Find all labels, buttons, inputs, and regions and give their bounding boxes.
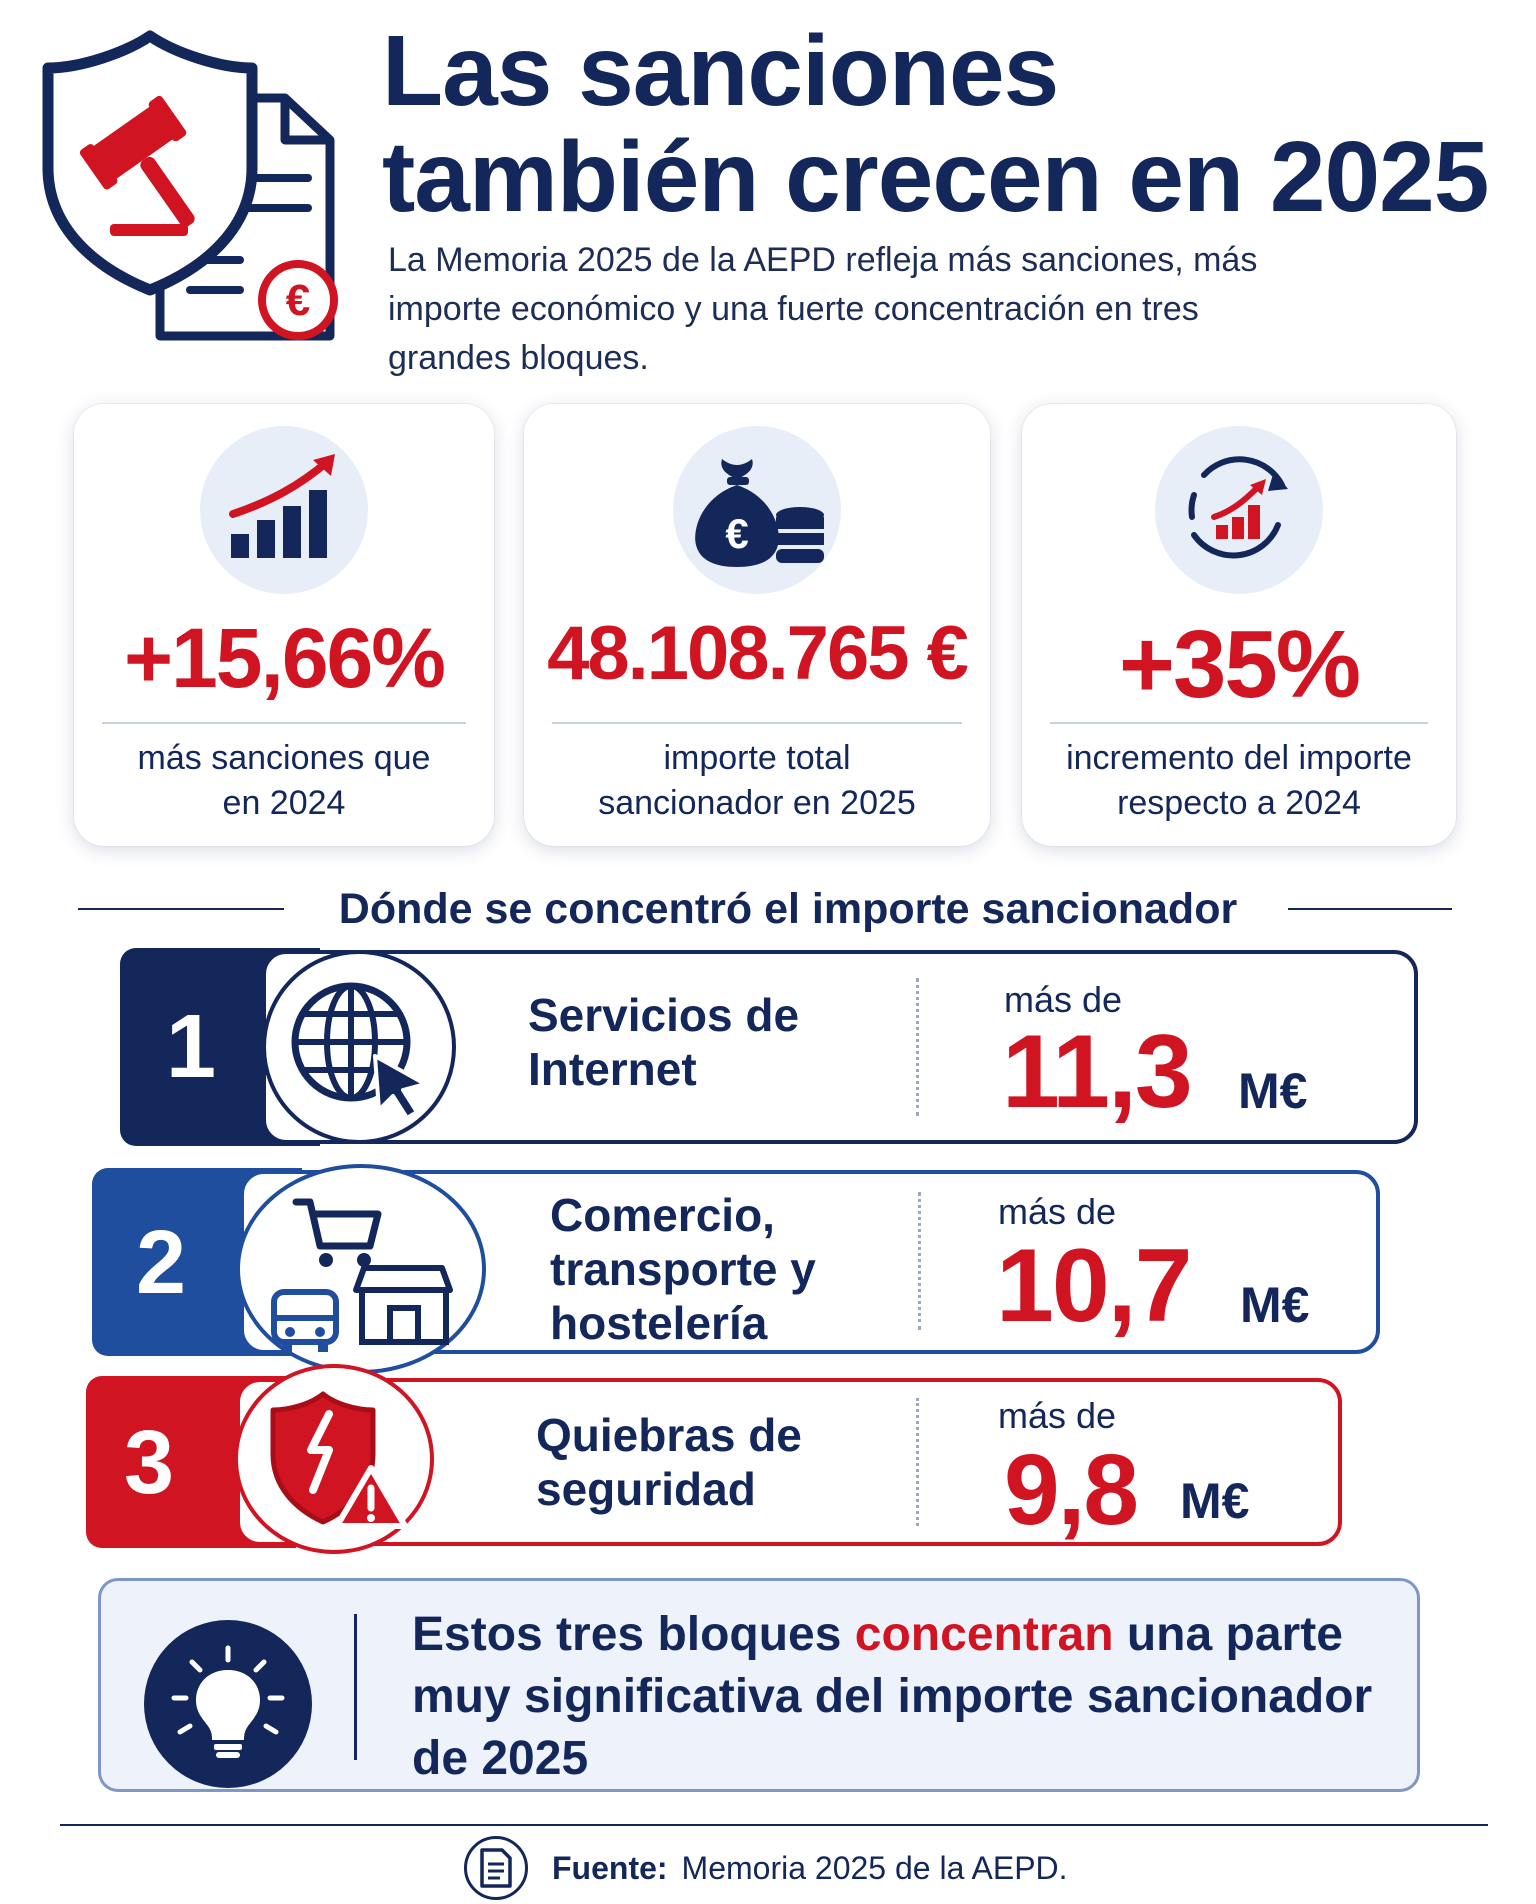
footer-rule [60,1824,1488,1826]
rank-prefix: más de [998,1395,1117,1436]
rank-label: Servicios de Internet [528,989,800,1095]
stat-value: +15,66% [124,611,446,705]
dotted-divider [918,1192,921,1330]
section-rule-left [78,908,284,910]
document-icon [464,1836,528,1900]
rank-label: Comercio, transporte y hostelería [550,1189,816,1349]
circular-growth-icon [1155,426,1323,594]
rank-number: 2 [136,1213,187,1313]
callout-divider [354,1614,357,1760]
rank-label: Quiebras de seguridad [536,1409,802,1515]
stat-value: 48.108.765 € [547,611,969,696]
rank-amount: 11,3 [1002,1014,1193,1130]
lightbulb-icon [144,1620,312,1788]
divider [102,722,466,724]
section-title: Dónde se concentró el importe sancionado… [338,885,1238,933]
stat-card-increase: +35% incremento del importe respecto a 2… [1022,404,1456,846]
page-subtitle: La Memoria 2025 de la AEPD refleja más s… [388,241,1258,377]
stat-label: incremento del importe respecto a 2024 [1066,739,1412,822]
callout-text: Estos tres bloques concentran una parte … [412,1604,1412,1790]
growth-bar-chart-icon [200,426,368,594]
stat-label: más sanciones que en 2024 [137,739,431,822]
title-line-2: también crecen en 2025 [382,121,1489,233]
divider [1050,722,1428,724]
rank-amount: 9,8 [1004,1434,1139,1546]
shield-gavel-document-icon: € [40,28,360,358]
globe-cursor-icon [262,950,456,1144]
dotted-divider [916,1398,919,1526]
summary-callout [98,1578,1420,1792]
section-rule-right [1288,908,1452,910]
svg-text:€: € [725,510,748,557]
callout-highlight: concentran [854,1608,1114,1661]
divider [552,722,962,724]
rank-unit: M€ [1238,1063,1308,1119]
rank-prefix: más de [1004,979,1123,1020]
footer-source: Fuente: Memoria 2025 de la AEPD. [552,1848,1068,1888]
broken-shield-warning-icon [234,1364,434,1554]
stat-card-total-amount: € 48.108.765 € importe total sancionador… [524,404,990,846]
rank-amount: 10,7 [996,1228,1192,1344]
stat-label: importe total sancionador en 2025 [598,739,916,822]
dotted-divider [916,978,919,1116]
page-title: Las sanciones también crecen en 2025 [382,18,1502,230]
callout-text-before: Estos tres bloques [412,1608,855,1661]
rank-unit: M€ [1240,1277,1310,1333]
euro-money-bag-icon: € [673,426,841,594]
footer-source-label: Fuente: [552,1850,668,1886]
title-line-1: Las sanciones [382,15,1059,127]
footer-source-text: Memoria 2025 de la AEPD. [681,1850,1068,1886]
rank-number: 1 [166,997,217,1097]
rank-number: 3 [124,1413,175,1513]
rank-prefix: más de [998,1191,1117,1232]
stat-card-sanctions: +15,66% más sanciones que en 2024 [74,404,494,846]
callout-text-after: una parte muy significativa del importe … [412,1608,1373,1785]
commerce-transport-icon [236,1164,486,1374]
stat-value: +35% [1118,611,1361,718]
svg-text:€: € [286,276,310,325]
rank-unit: M€ [1180,1473,1250,1529]
